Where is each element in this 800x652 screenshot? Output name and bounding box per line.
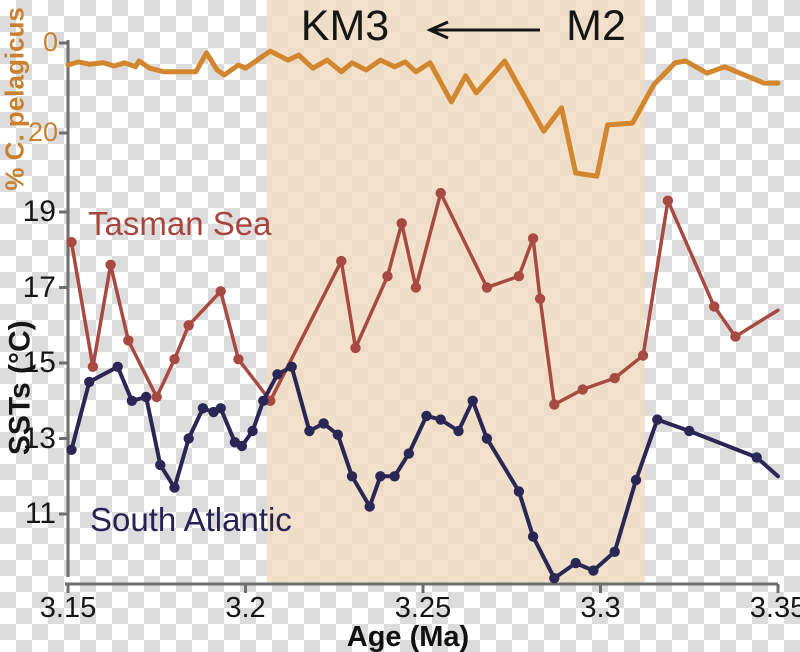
pelagicus-tick-label: 0: [42, 27, 58, 57]
south-atlantic-data-point: [453, 425, 464, 437]
south-atlantic-data-point: [126, 395, 138, 406]
tasman-data-point: [169, 354, 180, 365]
tasman-data-point: [527, 233, 539, 244]
highlight-band: [266, 0, 645, 584]
x-tick-label: 3.2: [225, 592, 266, 624]
tasman-data-point: [708, 301, 720, 312]
tasman-data-point: [730, 331, 741, 342]
tasman-data-point: [662, 195, 674, 206]
tasman-data-point: [534, 293, 546, 304]
pelagicus-tick-label: 20: [27, 117, 58, 147]
south-atlantic-data-point: [435, 414, 446, 425]
tasman-data-point: [513, 271, 525, 282]
south-atlantic-data-point: [247, 425, 258, 437]
tasman-data-point: [123, 335, 134, 346]
tasman-data-point: [215, 286, 226, 297]
tasman-data-point: [233, 354, 244, 365]
tasman-data-point: [396, 218, 407, 229]
south-atlantic-data-point: [286, 361, 297, 372]
south-atlantic-data-point: [258, 395, 269, 406]
south-atlantic-data-point: [609, 546, 620, 557]
tasman-data-point: [183, 320, 194, 331]
tasman-data-point: [87, 361, 99, 372]
south-atlantic-data-point: [66, 444, 77, 455]
south-atlantic-data-point: [375, 471, 386, 482]
south-atlantic-data-point: [183, 433, 194, 444]
south-atlantic-data-point: [588, 565, 599, 576]
sst-tick-label: 15: [22, 346, 56, 379]
south-atlantic-data-point: [421, 410, 432, 422]
x-tick-label: 3.15: [39, 592, 97, 624]
tasman-data-point: [609, 372, 620, 384]
tasman-data-point: [549, 399, 560, 410]
south-atlantic-data-point: [652, 414, 663, 425]
km3-stage-label: KM3: [300, 2, 390, 50]
sst-tick-label: 19: [22, 195, 56, 228]
tasman-data-point: [637, 350, 649, 361]
tasman-data-point: [577, 384, 588, 395]
pelagicus-line: [65, 48, 781, 179]
south-atlantic-data-point: [403, 448, 414, 459]
south-atlantic-data-point: [751, 452, 762, 463]
south-atlantic-data-point: [467, 395, 478, 406]
x-tick-label: 3.35: [749, 592, 800, 624]
sst-tick-label: 11: [24, 497, 56, 530]
south-atlantic-data-point: [684, 425, 695, 437]
south-atlantic-data-point: [364, 501, 375, 512]
south-atlantic-data-point: [304, 425, 315, 437]
south-atlantic-data-point: [630, 474, 642, 486]
south-atlantic-data-point: [570, 557, 581, 569]
south-atlantic-data-point: [481, 433, 493, 444]
south-atlantic-data-point: [169, 482, 180, 493]
m2-stage-label: M2: [566, 2, 626, 50]
south-atlantic-data-point: [197, 403, 209, 414]
tasman-data-point: [410, 282, 422, 293]
tasman-data-point: [105, 259, 116, 270]
tasman-data-point: [66, 237, 77, 248]
south-atlantic-data-point: [346, 471, 358, 482]
south-atlantic-data-point: [112, 361, 123, 372]
sst-tick-label: 13: [22, 421, 56, 455]
tasman-data-point: [151, 391, 162, 403]
south-atlantic-data-point: [318, 418, 329, 429]
km3-m2-arrow-head: [426, 20, 449, 40]
south-atlantic-data-point: [389, 471, 400, 482]
tasman-data-point: [382, 271, 393, 282]
x-axis-title: Age (Ma): [346, 621, 470, 652]
south-atlantic-data-point: [215, 403, 226, 414]
tasman-sea-series-label: Tasman Sea: [88, 205, 272, 242]
south-atlantic-data-point: [236, 440, 248, 452]
tasman-line: [69, 191, 780, 407]
x-tick-label: 3.25: [394, 592, 452, 624]
south-atlantic-series-label: South Atlantic: [90, 501, 292, 538]
tasman-data-point: [435, 187, 446, 199]
south-atlantic-data-point: [155, 459, 166, 471]
south-atlantic-data-point: [513, 486, 525, 497]
south-atlantic-data-point: [549, 573, 560, 584]
sst-tick-label: 17: [22, 270, 56, 304]
south-atlantic-data-point: [84, 376, 95, 388]
south-atlantic-data-point: [332, 429, 343, 440]
south-atlantic-data-point: [140, 391, 152, 403]
tasman-data-point: [481, 282, 493, 293]
x-tick-label: 3.3: [580, 592, 621, 624]
tasman-data-point: [336, 255, 347, 267]
tasman-data-point: [350, 342, 361, 354]
south-atlantic-data-point: [272, 369, 283, 380]
south-atlantic-data-point: [527, 531, 539, 542]
